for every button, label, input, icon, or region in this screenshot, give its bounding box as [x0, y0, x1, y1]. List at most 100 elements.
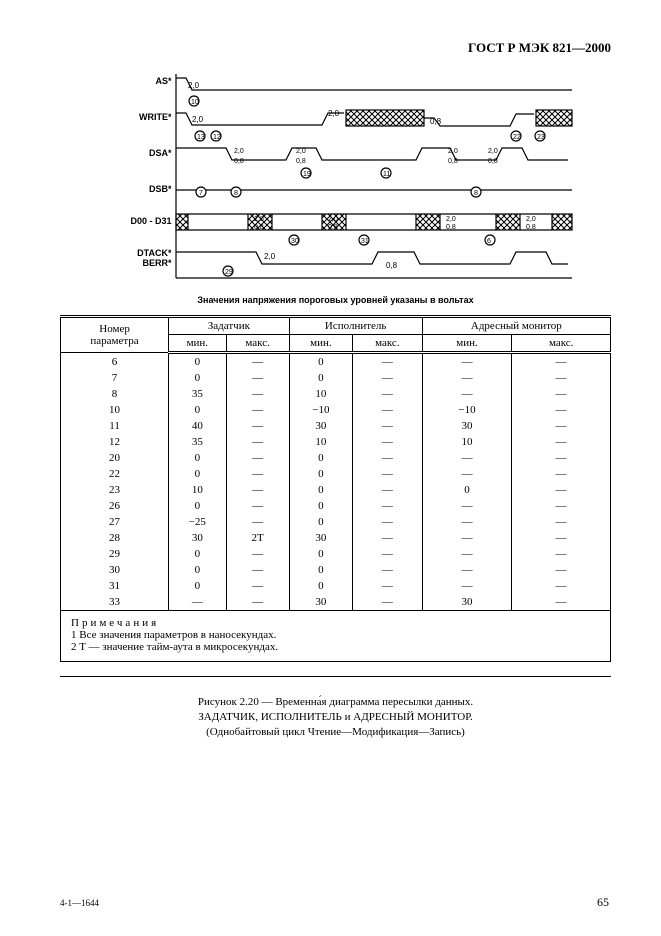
table-cell: 7	[61, 370, 169, 386]
table-cell: —	[353, 530, 423, 546]
table-cell: 30	[289, 418, 352, 434]
table-cell: —	[422, 498, 512, 514]
table-cell: —	[512, 546, 611, 562]
svg-text:2,0: 2,0	[192, 115, 204, 124]
table-cell: —	[512, 578, 611, 594]
table-cell: —	[226, 418, 289, 434]
table-cell: 33	[61, 594, 169, 611]
table-cell: —	[226, 562, 289, 578]
table-cell: —	[422, 386, 512, 402]
table-cell: 40	[169, 418, 226, 434]
svg-text:10: 10	[191, 99, 199, 106]
table-cell: 31	[61, 578, 169, 594]
table-cell: —	[353, 386, 423, 402]
table-cell: 26	[61, 498, 169, 514]
table-cell: —	[422, 466, 512, 482]
signal-label-write: WRITE*	[139, 112, 172, 122]
svg-text:13: 13	[197, 134, 205, 141]
timing-diagram: 2,0 2,0 2,0 0,8 2,0 0,8 2,0 0,8 2,0 0,8 …	[96, 66, 576, 291]
table-cell: —	[512, 594, 611, 611]
table-row: 1140—30—30—	[61, 418, 611, 434]
table-cell: 22	[61, 466, 169, 482]
note-line-1: 1 Все значения параметров в наносекундах…	[71, 629, 276, 641]
col-group-a: Адресный монитор	[422, 317, 610, 335]
table-cell: 10	[289, 386, 352, 402]
table-cell: —	[353, 482, 423, 498]
svg-text:2,0: 2,0	[328, 109, 340, 118]
table-row: 70—0———	[61, 370, 611, 386]
table-cell: —	[353, 578, 423, 594]
svg-text:0,8: 0,8	[386, 261, 398, 270]
signal-label-data: D00 - D31	[130, 216, 171, 226]
table-cell: −10	[422, 402, 512, 418]
svg-text:23: 23	[537, 134, 545, 141]
table-cell: —	[422, 546, 512, 562]
table-row: 100—−10—−10—	[61, 402, 611, 418]
col-i-max: макс.	[353, 335, 423, 353]
svg-text:8: 8	[474, 190, 478, 197]
col-a-max: макс.	[512, 335, 611, 353]
table-cell: 0	[289, 482, 352, 498]
svg-text:30: 30	[291, 238, 299, 245]
figure-caption: Рисунок 2.20 — Временна́я диаграмма пере…	[60, 695, 611, 740]
svg-text:0,8: 0,8	[234, 158, 244, 165]
table-row: 2310—0—0—	[61, 482, 611, 498]
svg-text:2,0: 2,0	[446, 216, 456, 223]
svg-text:8: 8	[234, 190, 238, 197]
table-row: 220—0———	[61, 466, 611, 482]
svg-text:0,8: 0,8	[488, 158, 498, 165]
table-cell: —	[226, 498, 289, 514]
signal-label-dtack: DTACK* BERR*	[137, 248, 171, 268]
table-row: 27−25—0———	[61, 514, 611, 530]
table-cell: 0	[169, 546, 226, 562]
table-cell: —	[226, 482, 289, 498]
table-cell: 10	[169, 482, 226, 498]
table-cell: 10	[289, 434, 352, 450]
table-row: 28302T30———	[61, 530, 611, 546]
table-cell: 0	[169, 578, 226, 594]
svg-text:0,8: 0,8	[446, 224, 456, 231]
col-group-i: Исполнитель	[289, 317, 422, 335]
table-cell: 0	[289, 450, 352, 466]
table-cell: 11	[61, 418, 169, 434]
caption-line1: Рисунок 2.20 — Временна́я диаграмма пере…	[198, 696, 473, 708]
table-cell: —	[512, 386, 611, 402]
table-row: 200—0———	[61, 450, 611, 466]
signal-label-as: AS*	[155, 76, 171, 86]
table-row: 835—10———	[61, 386, 611, 402]
note-line-2: 2 T — значение тайм-аута в микросекундах…	[71, 641, 278, 653]
table-cell: —	[353, 370, 423, 386]
svg-text:2,0: 2,0	[254, 216, 264, 223]
table-cell: —	[512, 418, 611, 434]
table-row: 60—0———	[61, 353, 611, 371]
table-row: 33——30—30—	[61, 594, 611, 611]
table-cell: 6	[61, 353, 169, 371]
table-cell: 10	[422, 434, 512, 450]
table-cell: —	[353, 434, 423, 450]
svg-text:2,0: 2,0	[488, 148, 498, 155]
table-cell: 0	[289, 498, 352, 514]
notes-title: Примечания	[71, 617, 159, 629]
svg-text:7: 7	[199, 190, 203, 197]
table-cell: 30	[422, 418, 512, 434]
table-cell: 2T	[226, 530, 289, 546]
svg-text:0,8: 0,8	[254, 224, 264, 231]
table-cell: —	[512, 466, 611, 482]
table-cell: 29	[61, 546, 169, 562]
svg-text:0,8: 0,8	[526, 224, 536, 231]
separator-line	[60, 676, 611, 677]
table-cell: —	[353, 514, 423, 530]
svg-text:6: 6	[487, 238, 491, 245]
svg-text:2,0: 2,0	[526, 216, 536, 223]
table-cell: −10	[289, 402, 352, 418]
svg-text:29: 29	[225, 269, 233, 276]
svg-text:2,0: 2,0	[296, 148, 306, 155]
col-z-max: макс.	[226, 335, 289, 353]
table-cell: 28	[61, 530, 169, 546]
table-cell: 0	[169, 402, 226, 418]
svg-text:0,8: 0,8	[430, 117, 442, 126]
col-i-min: мин.	[289, 335, 352, 353]
svg-text:2,0: 2,0	[448, 148, 458, 155]
table-cell: 30	[422, 594, 512, 611]
table-cell: −25	[169, 514, 226, 530]
